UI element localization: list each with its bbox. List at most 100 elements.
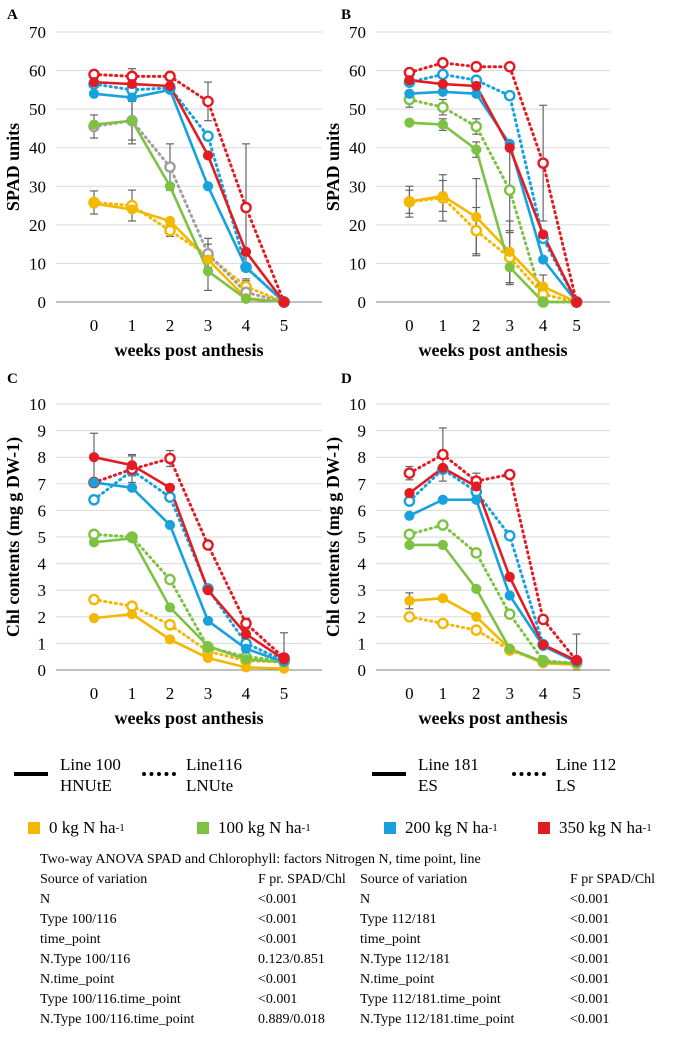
green-swatch-icon [197,822,209,834]
x-tick-label: 4 [242,684,251,703]
legend-left-solid: Line 100 HNUtE [14,754,121,796]
data-point [538,656,549,668]
data-point [504,643,515,654]
yellow-swatch-icon [28,822,40,834]
data-point [437,462,448,473]
data-point [88,119,100,130]
data-point [437,519,449,531]
dotted-line-swatch [512,772,546,776]
anova-left-f: 0.889/0.018 [258,1012,325,1027]
series-line [407,615,579,665]
series-line [92,457,286,660]
legend-left-solid-line1: Line 100 [60,755,121,774]
data-point [404,117,415,128]
data-point [571,296,582,308]
y-tick-label: 10 [349,395,366,414]
data-point [202,640,214,652]
data-point [504,142,515,153]
anova-right-f: <0.001 [570,1012,610,1027]
x-tick-label: 3 [505,684,514,703]
data-point [470,547,483,559]
anova-left-f: <0.001 [258,972,298,987]
y-tick-label: 9 [38,422,47,441]
data-point [164,634,176,645]
data-point [571,655,582,666]
data-point [471,144,482,155]
anova-row: N <0.001 N <0.001 [40,892,670,912]
y-axis-title: SPAD units [3,123,23,211]
series-line [409,121,577,304]
data-point [538,296,549,308]
anova-right-source: N.Type 112/181 [360,952,451,967]
legend-nitrogen-200-label: 200 kg N ha [405,818,489,837]
data-point [88,77,100,88]
series-line [409,596,577,666]
panel-letter: D [341,371,352,387]
data-point [240,262,252,273]
panel-letter: B [341,7,351,23]
anova-right-source: N [360,892,371,907]
anova-right-f: <0.001 [570,912,610,927]
legend-nitrogen-0: 0 kg N ha -1 [28,818,125,838]
data-point [470,120,483,133]
data-point [437,494,448,505]
data-point [240,246,252,257]
data-point [404,75,415,86]
data-point [471,583,482,594]
y-tick-label: 40 [349,139,366,158]
x-tick-label: 4 [539,316,548,335]
data-point [470,224,483,237]
y-axis-title: SPAD units [323,123,343,211]
data-point [126,115,138,126]
data-point [88,593,100,606]
data-point [538,254,549,265]
data-point [504,246,515,257]
data-point [504,590,515,601]
data-point [202,585,214,596]
x-tick-label: 5 [280,316,289,335]
data-point [437,593,448,604]
data-point [164,452,176,465]
data-point [126,78,138,90]
data-point [278,654,290,665]
series-line [93,80,286,303]
legend-nitrogen-100: 100 kg N ha -1 [197,818,311,838]
data-point [503,468,516,481]
anova-row: Type 100/116 <0.001 Type 112/181 <0.001 [40,912,670,932]
series-line [93,455,285,661]
y-tick-label: 1 [358,634,367,653]
series-line [408,498,578,664]
y-tick-label: 5 [358,528,367,547]
y-tick-label: 10 [29,254,46,273]
y-tick-label: 7 [358,475,367,494]
data-point [404,539,415,551]
y-tick-label: 0 [38,661,47,680]
dotted-line-swatch [142,772,176,776]
data-point [437,101,449,114]
legend-nitrogen-350: 350 kg N ha -1 [538,818,652,838]
y-tick-label: 10 [29,395,46,414]
data-point [471,481,482,492]
y-axis-title: Chl contents (mg g DW-1) [323,437,344,637]
anova-left-f: <0.001 [258,892,298,907]
data-point [404,488,415,499]
panel-b: B 0 10 20 30 40 50 60 70 0 1 2 3 4 5 weeks post anthesi… [323,7,610,360]
data-point [164,482,176,493]
data-point [88,88,100,99]
data-point [202,181,214,192]
red-swatch-icon [538,822,550,834]
data-point [164,161,176,173]
x-tick-label: 0 [90,684,99,703]
y-tick-label: 70 [29,23,46,42]
data-point [471,80,482,92]
data-point [240,617,252,630]
data-point [202,266,214,277]
legend-right-dotted-line2: LS [556,776,576,795]
x-tick-label: 5 [572,684,581,703]
anova-left-source-header: Source of variation [40,872,148,887]
data-point [164,70,176,83]
data-point [126,609,138,620]
data-point [437,57,449,69]
anova-right-source: N.Type 112/181.time_point [360,1012,515,1027]
data-point [437,119,448,130]
